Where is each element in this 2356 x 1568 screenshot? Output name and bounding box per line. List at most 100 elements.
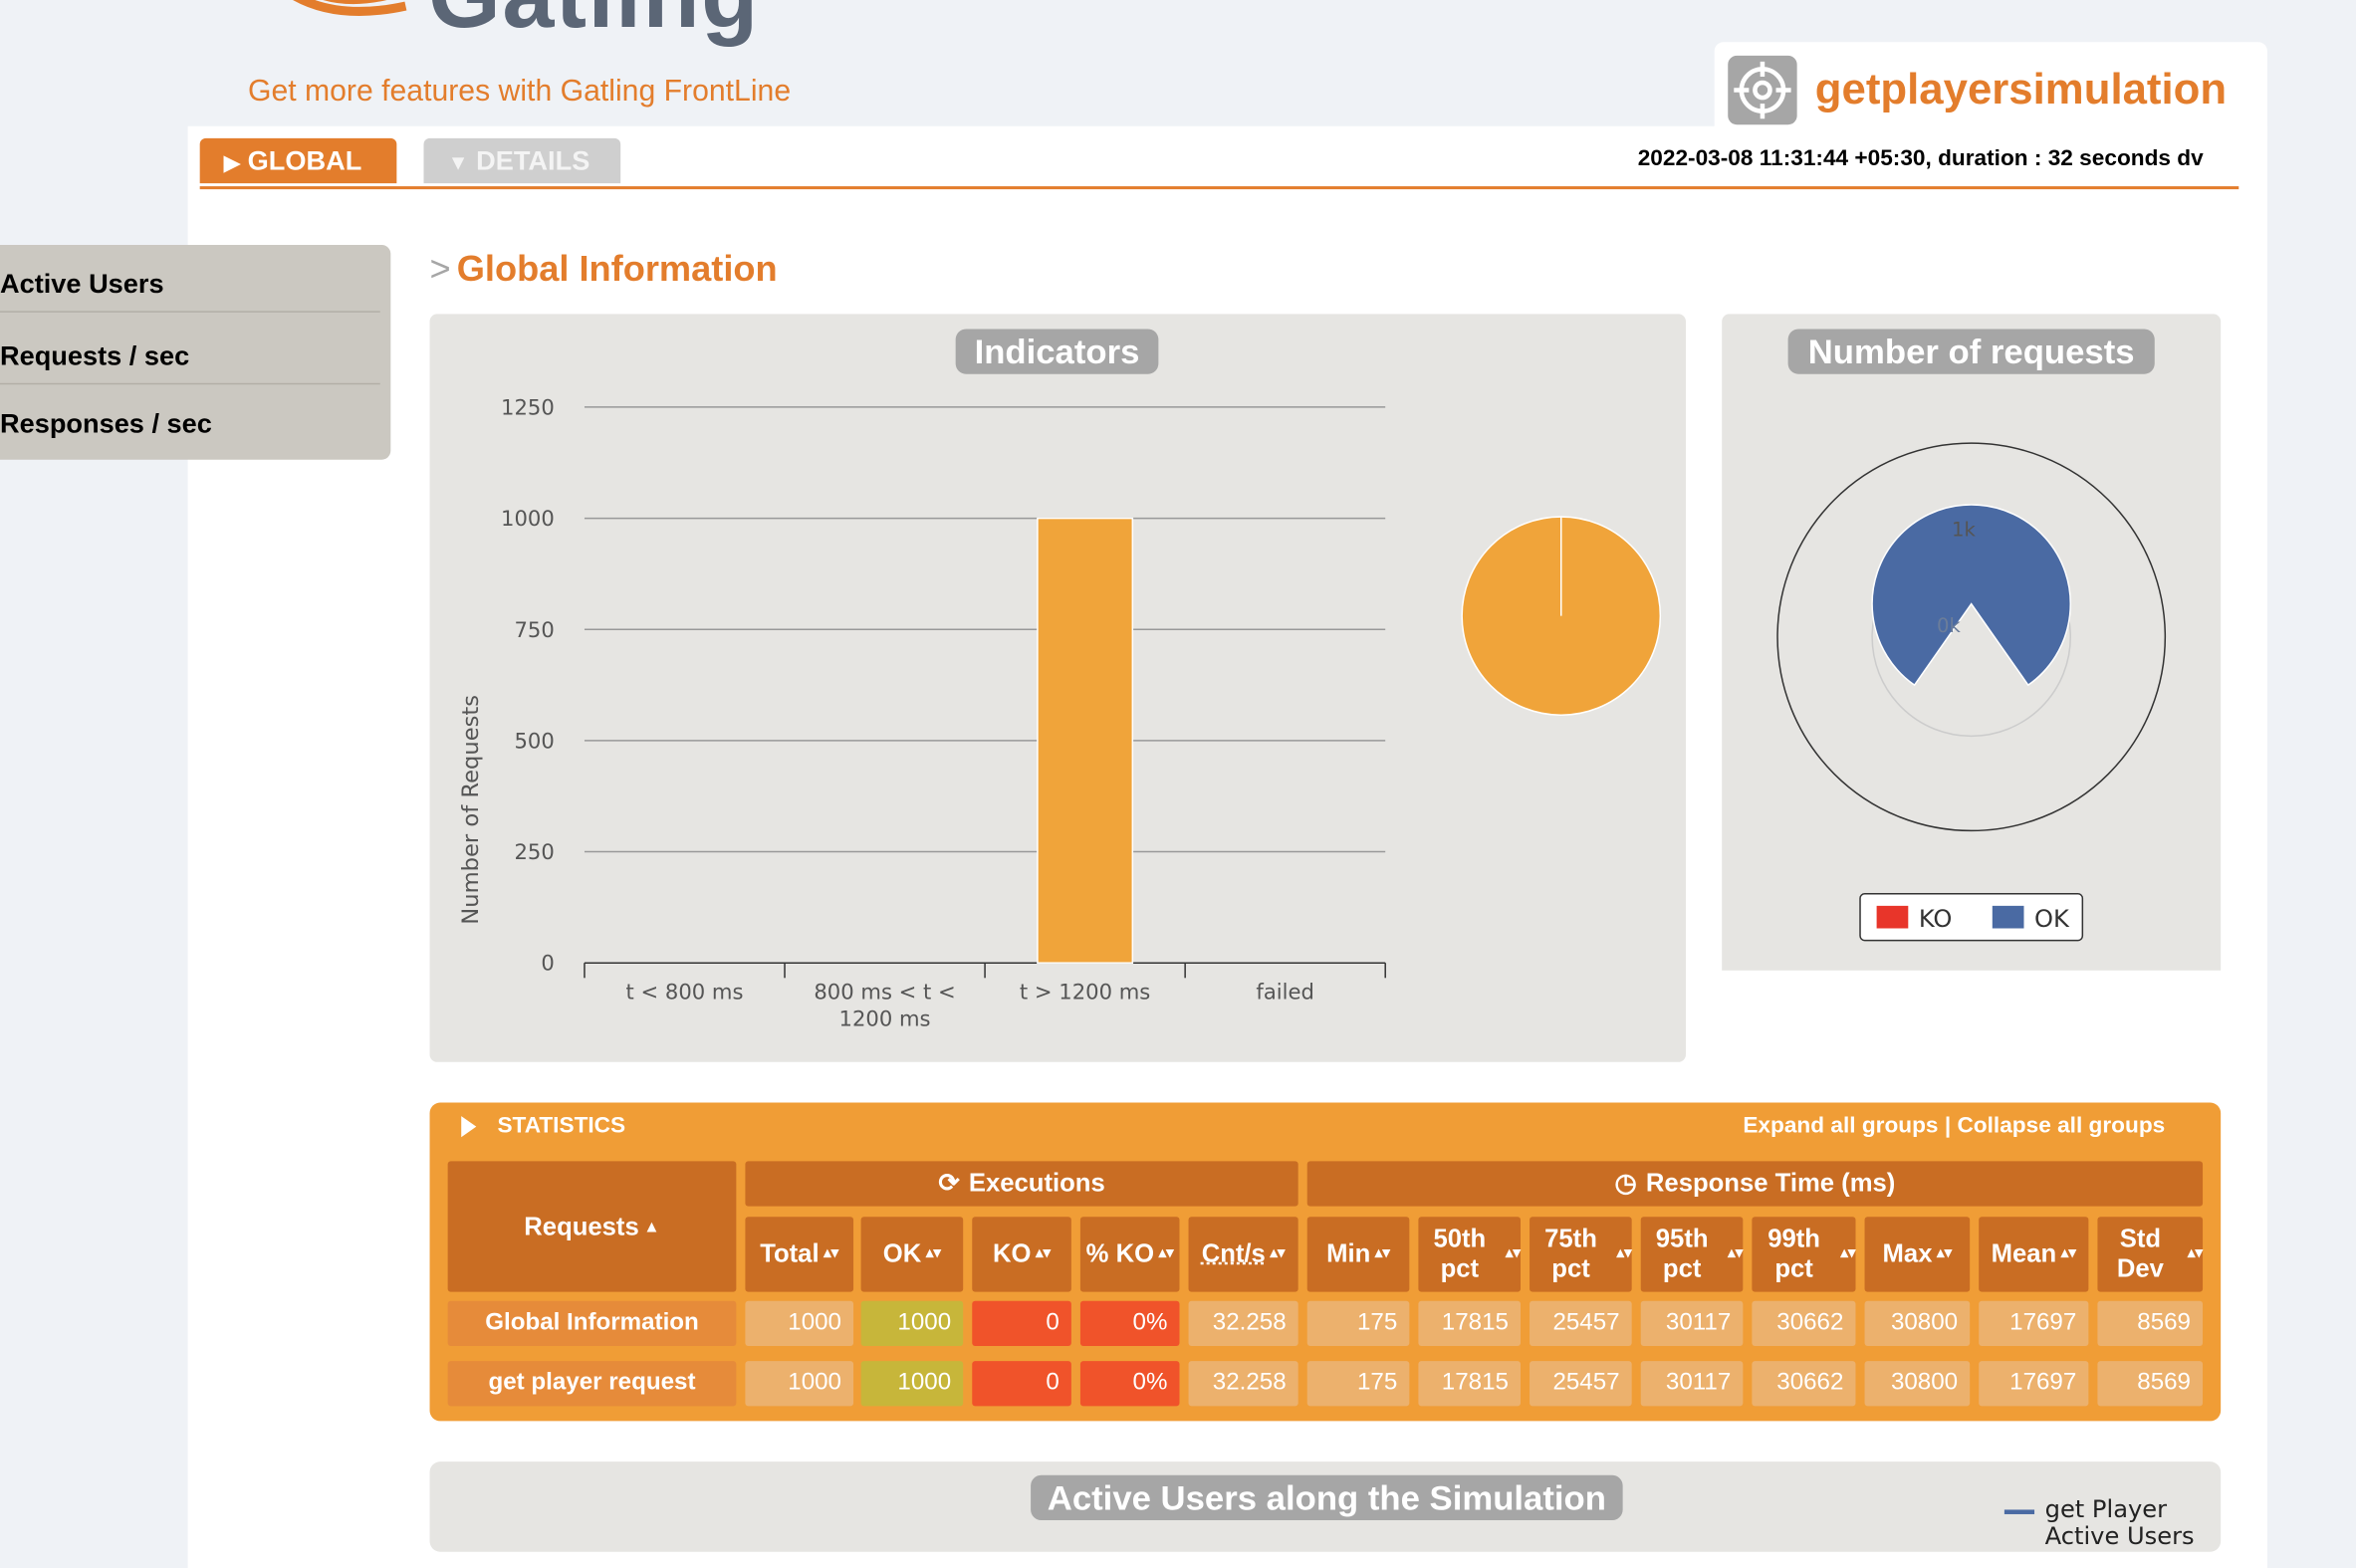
tab-underline bbox=[199, 186, 2239, 190]
sort-icon: ▴▾ bbox=[1374, 1244, 1390, 1262]
simulation-name: getplayersimulation bbox=[1814, 66, 2228, 114]
col-label: Mean bbox=[1991, 1238, 2057, 1268]
requests-outer-ring bbox=[1776, 442, 2167, 832]
caret-down-icon: ▼ bbox=[447, 149, 469, 175]
sort-icon: ▴▾ bbox=[1035, 1244, 1052, 1262]
requests-title: Number of requests bbox=[1787, 329, 2155, 374]
expand-arrow-icon[interactable] bbox=[461, 1116, 477, 1138]
label-1k: 1k bbox=[1952, 519, 1976, 542]
indicators-title: Indicators bbox=[955, 329, 1159, 374]
y-tick-label: 500 bbox=[514, 728, 554, 753]
x-tick-label: 800 ms < t < bbox=[814, 979, 955, 1004]
legend-ko-swatch bbox=[1876, 905, 1909, 929]
col-ko[interactable]: KO ▴▾ bbox=[972, 1217, 1071, 1292]
group-response-time-label: Response Time (ms) bbox=[1645, 1168, 1896, 1198]
cell-99th-pct: 30662 bbox=[1752, 1361, 1856, 1407]
col-min[interactable]: Min ▴▾ bbox=[1306, 1217, 1410, 1292]
sort-icon: ▴▾ bbox=[824, 1244, 839, 1262]
sort-icon: ▴▾ bbox=[1728, 1244, 1744, 1262]
tab-details-label: DETAILS bbox=[476, 145, 590, 176]
clock-icon: ◷ bbox=[1614, 1168, 1637, 1198]
col-mean[interactable]: Mean ▴▾ bbox=[1979, 1217, 2089, 1292]
requests-legend bbox=[1859, 893, 2084, 942]
col-75th-pct[interactable]: 75th pct ▴▾ bbox=[1530, 1217, 1632, 1292]
cell-cnt-s: 32.258 bbox=[1188, 1361, 1298, 1407]
section-title: > Global Information bbox=[430, 249, 778, 291]
col-50th-pct[interactable]: 50th pct ▴▾ bbox=[1418, 1217, 1522, 1292]
cell-75th-pct: 25457 bbox=[1530, 1300, 1632, 1346]
active-users-title: Active Users along the Simulation bbox=[1031, 1474, 1623, 1521]
cell-std-dev: 8569 bbox=[2097, 1300, 2204, 1346]
sort-icon: ▴▾ bbox=[1158, 1244, 1174, 1262]
cell--ko: 0% bbox=[1079, 1300, 1180, 1346]
sort-icon: ▴▾ bbox=[1840, 1244, 1856, 1262]
col-99th-pct[interactable]: 99th pct ▴▾ bbox=[1752, 1217, 1856, 1292]
cell-max: 30800 bbox=[1864, 1361, 1971, 1407]
col-cnt-s[interactable]: Cnt/s ▴▾ bbox=[1188, 1217, 1298, 1292]
cell-std-dev: 8569 bbox=[2097, 1361, 2204, 1407]
sidebar-item-requests-per-sec[interactable]: Requests / sec bbox=[0, 317, 380, 385]
y-tick-label: 1000 bbox=[501, 506, 555, 531]
col-label: 75th pct bbox=[1544, 1224, 1597, 1283]
col-ok[interactable]: OK ▴▾ bbox=[860, 1217, 964, 1292]
cell-min: 175 bbox=[1306, 1361, 1410, 1407]
cell--ko: 0% bbox=[1079, 1361, 1180, 1407]
col-max[interactable]: Max ▴▾ bbox=[1864, 1217, 1971, 1292]
cell-mean: 17697 bbox=[1979, 1300, 2089, 1346]
row-name[interactable]: get player request bbox=[447, 1361, 737, 1407]
x-tick-label: failed bbox=[1256, 979, 1313, 1004]
y-axis-label: Number of Requests bbox=[458, 695, 484, 925]
tab-global-label: GLOBAL bbox=[247, 145, 362, 176]
cell-50th-pct: 17815 bbox=[1418, 1300, 1522, 1346]
group-response-time: ◷ Response Time (ms) bbox=[1306, 1161, 2204, 1207]
cell-95th-pct: 30117 bbox=[1640, 1361, 1744, 1407]
y-tick-label: 0 bbox=[541, 951, 554, 976]
legend-ko-label: KO bbox=[1919, 905, 1953, 933]
cell-mean: 17697 bbox=[1979, 1361, 2089, 1407]
group-executions-label: Executions bbox=[968, 1168, 1105, 1198]
group-controls: Expand all groups | Collapse all groups bbox=[1743, 1113, 2165, 1139]
sort-icon: ▴▾ bbox=[1936, 1244, 1953, 1262]
row-name[interactable]: Global Information bbox=[447, 1300, 737, 1346]
col-label: Std Dev bbox=[2116, 1224, 2164, 1283]
run-info: 2022-03-08 11:31:44 +05:30, duration : 3… bbox=[1637, 145, 2204, 172]
collapse-all-link[interactable]: Collapse all groups bbox=[1957, 1113, 2166, 1139]
col-requests[interactable]: Requests ▲ bbox=[447, 1161, 737, 1292]
sidebar-item-active-users[interactable]: Active Users bbox=[0, 245, 380, 313]
x-tick-label: 1200 ms bbox=[839, 1007, 931, 1031]
cell-ok: 1000 bbox=[860, 1361, 964, 1407]
group-executions: ⟳ Executions bbox=[745, 1161, 1298, 1207]
label-0k: 0k bbox=[1937, 614, 1961, 637]
cell-cnt-s: 32.258 bbox=[1188, 1300, 1298, 1346]
sidebar: Active Users Requests / sec Responses / … bbox=[0, 244, 391, 460]
col-label: KO bbox=[992, 1238, 1032, 1268]
y-tick-label: 750 bbox=[514, 617, 554, 642]
sidebar-item-responses-per-sec[interactable]: Responses / sec bbox=[0, 408, 212, 439]
y-tick-label: 250 bbox=[514, 839, 554, 864]
sort-asc-icon: ▲ bbox=[643, 1217, 660, 1236]
tab-details[interactable]: ▼ DETAILS bbox=[423, 137, 621, 184]
col-label: Max bbox=[1882, 1238, 1933, 1268]
cell-ok: 1000 bbox=[860, 1300, 964, 1346]
cell-95th-pct: 30117 bbox=[1640, 1300, 1744, 1346]
indicators-chart: 0 250 500 750 1000 1250 t < 800 ms 800 ms < t … bbox=[458, 394, 1662, 1031]
frontline-link[interactable]: Get more features with Gatling FrontLine bbox=[247, 75, 792, 109]
expand-all-link[interactable]: Expand all groups bbox=[1743, 1113, 1939, 1139]
col-label: Cnt/s bbox=[1201, 1238, 1266, 1268]
col-label: 95th pct bbox=[1655, 1224, 1709, 1283]
col-95th-pct[interactable]: 95th pct ▴▾ bbox=[1640, 1217, 1744, 1292]
col-label: % KO bbox=[1085, 1238, 1155, 1268]
col-requests-label: Requests bbox=[524, 1211, 639, 1240]
cell-99th-pct: 30662 bbox=[1752, 1300, 1856, 1346]
refresh-icon: ⟳ bbox=[938, 1168, 960, 1198]
requests-panel-body bbox=[1722, 314, 2222, 971]
tab-global[interactable]: ▶ GLOBAL bbox=[199, 137, 397, 184]
col--ko[interactable]: % KO ▴▾ bbox=[1079, 1217, 1180, 1292]
requests-chart: 1k 0k KO OK bbox=[1776, 442, 2167, 942]
col-std-dev[interactable]: Std Dev ▴▾ bbox=[2097, 1217, 2204, 1292]
ok-slice bbox=[1871, 504, 2071, 687]
bar-2 bbox=[1037, 517, 1134, 964]
cell-total: 1000 bbox=[745, 1300, 854, 1346]
gatling-logo: Gatling bbox=[428, 0, 760, 50]
col-total[interactable]: Total ▴▾ bbox=[745, 1217, 854, 1292]
